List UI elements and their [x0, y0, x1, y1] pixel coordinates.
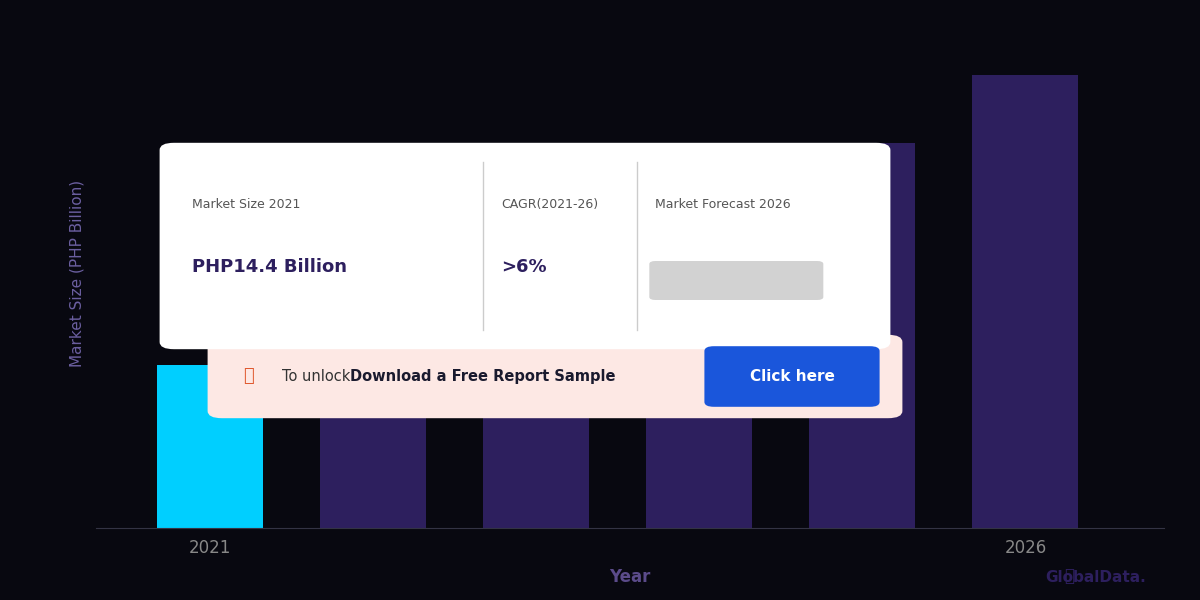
- Bar: [972, 74, 1079, 528]
- Bar: [320, 301, 426, 528]
- Text: To unlock: To unlock: [282, 369, 355, 384]
- Bar: [809, 143, 916, 528]
- Text: ⓘ: ⓘ: [1064, 567, 1074, 585]
- Text: CAGR(2021-26): CAGR(2021-26): [500, 198, 598, 211]
- Text: Download a Free Report Sample: Download a Free Report Sample: [350, 369, 616, 384]
- X-axis label: Year: Year: [610, 568, 650, 586]
- Text: Click here: Click here: [750, 369, 834, 384]
- Bar: [647, 199, 752, 528]
- Text: Market Size 2021: Market Size 2021: [192, 198, 300, 211]
- Bar: [157, 365, 263, 528]
- Y-axis label: Market Size (PHP Billion): Market Size (PHP Billion): [70, 179, 85, 367]
- Bar: [484, 245, 589, 528]
- Text: GlobalData.: GlobalData.: [1045, 570, 1146, 585]
- Text: >6%: >6%: [500, 258, 546, 276]
- Text: PHP14.4 Billion: PHP14.4 Billion: [192, 258, 347, 276]
- Text: Market Forecast 2026: Market Forecast 2026: [655, 198, 791, 211]
- Text: 🔒: 🔒: [244, 367, 254, 385]
